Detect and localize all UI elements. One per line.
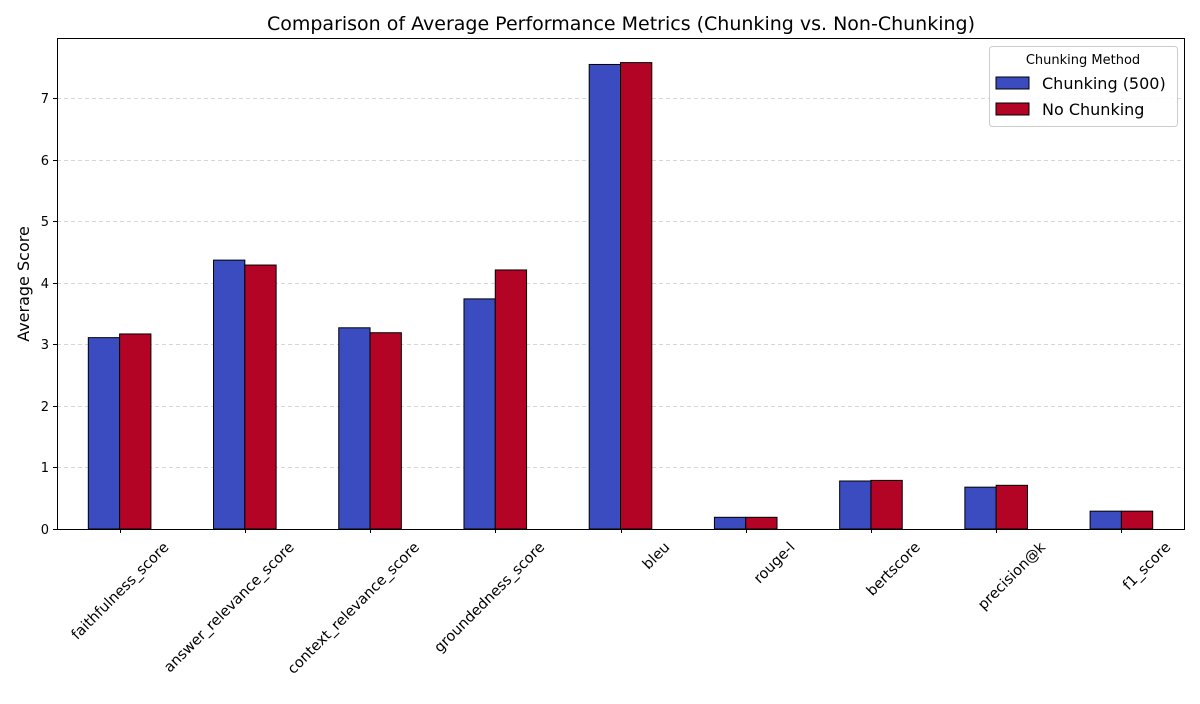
bar-no-chunking-groundedness_score — [494, 269, 528, 530]
y-tick-label: 0 — [41, 523, 49, 538]
y-tick-label: 2 — [41, 400, 49, 415]
x-tick-label: bleu — [640, 540, 673, 573]
bar-chunking-bleu — [588, 63, 622, 530]
bar-no-chunking-f1_score — [1120, 510, 1154, 530]
bar-no-chunking-faithfulness_score — [119, 333, 152, 530]
bar-chunking-rouge-l — [713, 516, 747, 530]
y-tick-label: 3 — [41, 338, 49, 353]
legend-swatch — [995, 76, 1030, 90]
x-tick-label: f1_score — [1120, 539, 1174, 593]
legend-swatch — [995, 102, 1030, 116]
legend-entry-label: Chunking (500) — [1042, 74, 1166, 93]
bar-no-chunking-rouge-l — [745, 516, 778, 530]
x-tick-label: answer_relevance_score — [161, 539, 297, 675]
bar-chunking-precision@k — [964, 486, 997, 530]
y-tick-label: 1 — [41, 461, 49, 476]
y-tick-label: 5 — [41, 215, 49, 230]
bar-no-chunking-answer_relevance_score — [244, 264, 277, 530]
x-tick-label: precision@k — [975, 539, 1049, 613]
bar-no-chunking-context_relevance_score — [369, 332, 402, 530]
y-axis-label: Average Score — [14, 226, 33, 342]
bars — [87, 62, 1154, 530]
bar-chunking-bertscore — [839, 480, 872, 530]
x-tick-label: rouge-l — [751, 540, 798, 587]
bar-no-chunking-bleu — [620, 62, 653, 530]
legend-entries: Chunking (500) No Chunking — [995, 74, 1166, 119]
legend-title: Chunking Method — [1026, 53, 1140, 68]
x-tick-label: bertscore — [864, 539, 924, 599]
legend-box — [989, 46, 1178, 127]
x-tick-label: faithfulness_score — [69, 539, 173, 643]
legend: Chunking Method Chunking (500) No Chunkin… — [989, 46, 1178, 127]
y-tick-label: 7 — [41, 92, 49, 107]
legend-entry-label: No Chunking — [1042, 100, 1144, 119]
bar-no-chunking-precision@k — [995, 484, 1028, 530]
bar-chunking-groundedness_score — [463, 298, 496, 530]
x-tick-label: context_relevance_score — [285, 539, 423, 677]
bar-chunking-context_relevance_score — [338, 327, 371, 530]
x-tick-label: groundedness_score — [432, 539, 549, 656]
bar-chunking-faithfulness_score — [87, 337, 121, 530]
bar-no-chunking-bertscore — [870, 479, 903, 530]
bar-chunking-f1_score — [1089, 510, 1122, 530]
chart-title: Comparison of Average Performance Metric… — [267, 13, 975, 35]
y-tick-label: 4 — [41, 277, 49, 292]
bar-chunking-answer_relevance_score — [213, 259, 246, 530]
y-tick-label: 6 — [41, 154, 49, 169]
